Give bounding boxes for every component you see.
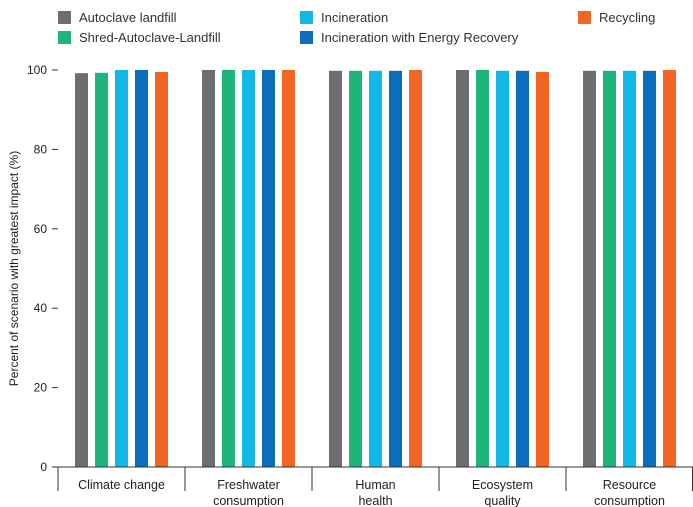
bar-shred-autoclave-landfill-1 — [222, 70, 235, 467]
bar-incineration-with-energy-recovery-0 — [135, 70, 148, 467]
bar-incineration-with-energy-recovery-2 — [389, 70, 402, 467]
bar-recycling-2 — [409, 70, 422, 467]
y-tick-label-5: 100 — [27, 63, 47, 77]
legend-swatch — [58, 11, 71, 24]
legend-label: Incineration — [321, 10, 389, 25]
legend-item-incineration: Incineration — [300, 10, 388, 25]
bar-incineration-0 — [115, 70, 128, 467]
bar-incineration-3 — [496, 70, 509, 467]
bar-autoclave-landfill-0 — [75, 73, 88, 468]
y-tick-label-0: 0 — [40, 460, 47, 474]
x-tick-label-1-0: Freshwater — [217, 478, 280, 492]
legend-label: Autoclave landfill — [79, 10, 177, 25]
bar-incineration-1 — [242, 70, 255, 467]
bar-incineration-with-energy-recovery-1 — [262, 70, 275, 467]
bar-incineration-with-energy-recovery-4 — [643, 70, 656, 467]
y-tick-label-4: 80 — [34, 142, 48, 156]
bar-recycling-0 — [155, 71, 168, 468]
y-axis-label: Percent of scenario with greatest impact… — [7, 151, 21, 386]
x-tick-label-4-1: consumption — [594, 494, 665, 507]
y-tick-label-3: 60 — [34, 222, 48, 236]
bar-incineration-4 — [623, 70, 636, 467]
x-tick-label-2-0: Human — [355, 478, 395, 492]
bar-shred-autoclave-landfill-2 — [349, 70, 362, 467]
bar-autoclave-landfill-4 — [583, 70, 596, 467]
legend-label: Recycling — [599, 10, 656, 25]
bar-autoclave-landfill-2 — [329, 70, 342, 467]
bar-incineration-with-energy-recovery-3 — [516, 70, 529, 467]
x-tick-label-3-0: Ecosystem — [472, 478, 533, 492]
legend-swatch — [300, 31, 313, 44]
legend-item-incineration-with-energy-recovery: Incineration with Energy Recovery — [300, 30, 518, 45]
legend-item-recycling: Recycling — [578, 10, 655, 25]
x-tick-label-1-1: consumption — [213, 494, 284, 507]
y-tick-label-1: 20 — [34, 381, 48, 395]
bar-recycling-1 — [282, 70, 295, 467]
bar-recycling-3 — [536, 71, 549, 468]
legend-label: Shred-Autoclave-Landfill — [79, 30, 221, 45]
bar-shred-autoclave-landfill-0 — [95, 72, 108, 468]
x-tick-label-0-0: Climate change — [78, 478, 165, 492]
x-tick-label-3-1: quality — [484, 494, 521, 507]
bar-incineration-2 — [369, 70, 382, 467]
y-tick-label-2: 40 — [34, 301, 48, 315]
bar-autoclave-landfill-1 — [202, 70, 215, 467]
bar-autoclave-landfill-3 — [456, 70, 469, 467]
bar-recycling-4 — [663, 70, 676, 467]
bar-shred-autoclave-landfill-4 — [603, 70, 616, 467]
legend-swatch — [300, 11, 313, 24]
legend-swatch — [578, 11, 591, 24]
bar-shred-autoclave-landfill-3 — [476, 70, 489, 467]
legend-item-shred-autoclave-landfill: Shred-Autoclave-Landfill — [58, 30, 221, 45]
legend-item-autoclave-landfill: Autoclave landfill — [58, 10, 177, 25]
legend-swatch — [58, 31, 71, 44]
x-tick-label-2-1: health — [358, 494, 392, 507]
x-tick-label-4-0: Resource — [603, 478, 657, 492]
legend-label: Incineration with Energy Recovery — [321, 30, 519, 45]
